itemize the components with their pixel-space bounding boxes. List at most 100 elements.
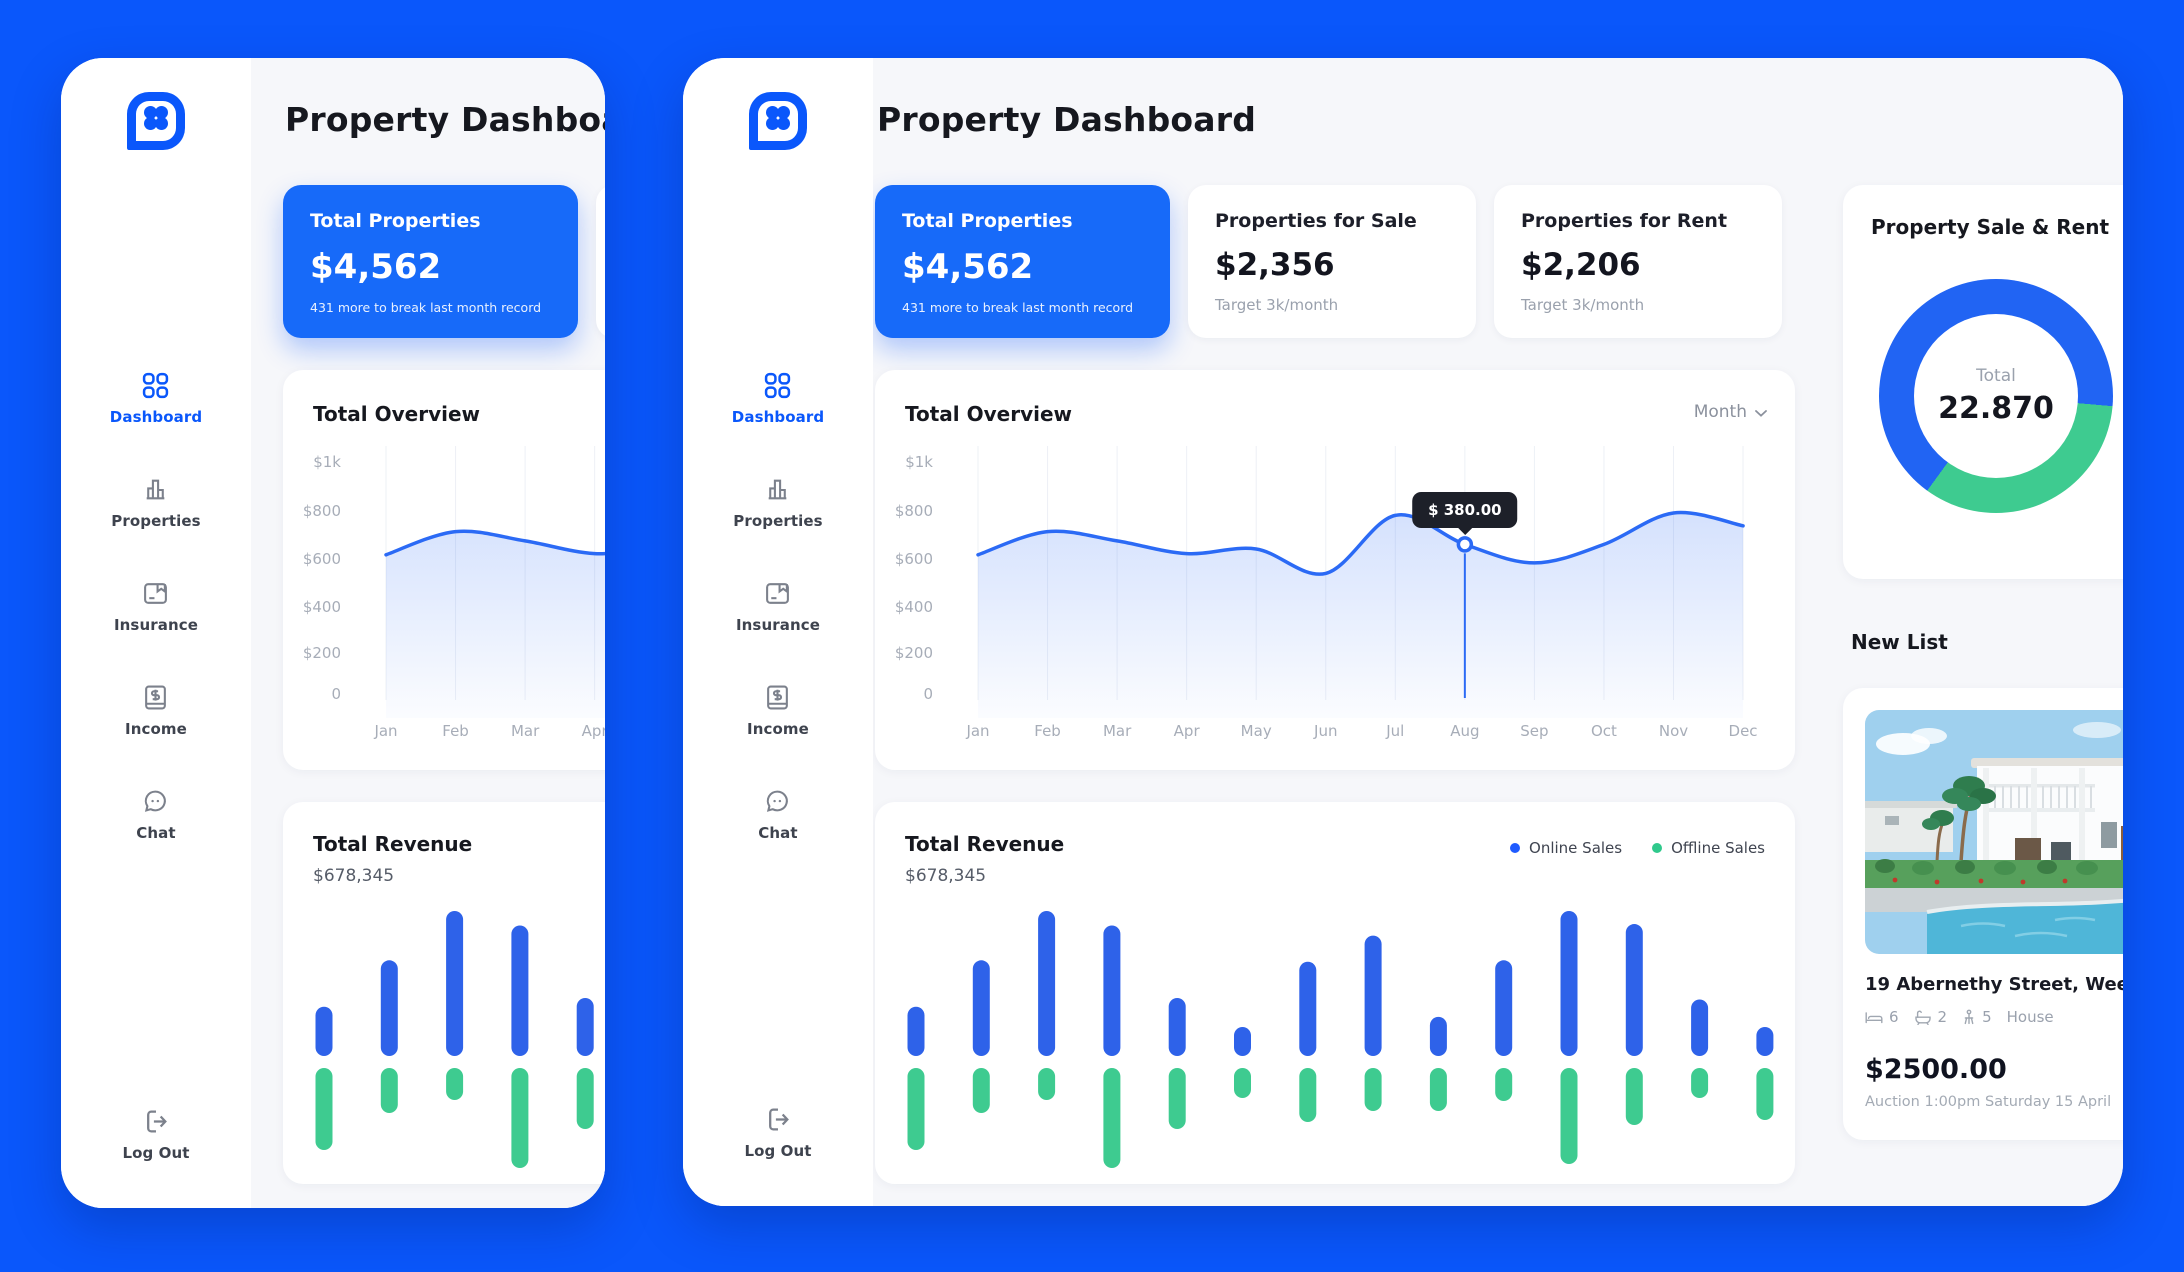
sidebar-item-income[interactable]: Income [110, 684, 202, 738]
bath-icon [1914, 1010, 1932, 1025]
sidebar-item-logout[interactable]: Log Out [122, 1108, 189, 1162]
page-title: Property Dashboard [285, 100, 605, 139]
legend-dot [1510, 843, 1521, 853]
sidebar-item-income[interactable]: Income [732, 684, 824, 738]
property-type: House [2006, 1008, 2054, 1026]
x-axis-label: May [1240, 722, 1272, 740]
sidebar-item-logout[interactable]: Log Out [744, 1106, 811, 1160]
stat-value: $2,206 [1521, 247, 1641, 283]
sidebar-item-properties[interactable]: Properties [110, 476, 202, 530]
new-list-title: New List [1851, 630, 1948, 654]
chart-tooltip: $ 380.00 [1412, 492, 1518, 529]
total-overview-card: Total Overview Month $1k$800$600$400$200… [283, 370, 605, 770]
property-photo [1865, 710, 2123, 954]
beds-count: 6 [1889, 1008, 1899, 1026]
stat-value: $2,356 [1215, 247, 1335, 283]
overview-line-chart [384, 446, 605, 718]
sidebar-item-chat[interactable]: Chat [732, 788, 824, 842]
logout-label: Log Out [122, 1144, 190, 1162]
revenue-total: $678,345 [313, 866, 395, 886]
logo-petal [766, 117, 779, 130]
x-axis-label: Aug [1450, 722, 1480, 740]
sidebar-item-properties[interactable]: Properties [732, 476, 824, 530]
sidebar-item-dashboard[interactable]: Dashboard [110, 372, 202, 426]
property-price: $2500.00 [1865, 1054, 2007, 1085]
logo-pin-shape [127, 92, 185, 150]
sidebar-item-label: Income [125, 720, 187, 738]
y-axis-label: $1k [905, 453, 933, 471]
legend-label: Online Sales [1529, 839, 1623, 857]
x-axis-label: Mar [1102, 722, 1132, 740]
overview-line-chart [976, 446, 1745, 718]
chat-icon [764, 788, 791, 815]
logout-icon [143, 1108, 170, 1135]
stat-note: Target 3k/month [1215, 296, 1339, 314]
baths-feature: 2 [1914, 1008, 1947, 1026]
stat-note: 431 more to break last month record [310, 300, 542, 315]
stat-title: Properties for Sale [1215, 210, 1417, 232]
main-content: Property Dashboard Total Properties $4,56… [251, 58, 605, 1208]
y-axis-label: 0 [923, 685, 933, 703]
logo-petal [777, 106, 790, 119]
y-axis-label: $800 [894, 502, 933, 520]
chevron-down-icon [1755, 402, 1767, 422]
sidebar-item-label: Insurance [113, 616, 198, 634]
income-icon [142, 684, 169, 711]
stats-row: Total Properties $4,562 431 more to break … [283, 185, 605, 338]
stat-title: Total Properties [310, 210, 481, 232]
legend-item: Offline Sales [1652, 839, 1765, 857]
total-overview-card: Total Overview Month $1k$800$600$400$200… [875, 370, 1795, 770]
sale-rent-title: Property Sale & Rent [1871, 215, 2110, 239]
sidebar-item-label: Dashboard [109, 408, 203, 426]
beds-feature: 6 [1865, 1008, 1899, 1026]
sidebar-item-label: Chat [758, 824, 798, 842]
capacity-count: 5 [1982, 1008, 1992, 1026]
property-features: 6 2 5 House [1865, 1008, 2123, 1026]
x-axis-label: Jul [1386, 722, 1405, 740]
sidebar-item-insurance[interactable]: Insurance [732, 580, 824, 634]
x-axis-label: Jan [374, 722, 398, 740]
month-filter-dropdown[interactable]: Month [1694, 402, 1767, 422]
overview-title: Total Overview [313, 402, 481, 426]
revenue-title: Total Revenue [313, 832, 473, 856]
insurance-icon [764, 580, 791, 607]
overview-title: Total Overview [905, 402, 1073, 426]
properties-icon [764, 476, 791, 503]
logout-label: Log Out [744, 1142, 812, 1160]
stat-value: $4,562 [310, 247, 442, 287]
capacity-feature: 5 [1962, 1008, 1992, 1026]
sidebar-item-chat[interactable]: Chat [110, 788, 202, 842]
sidebar-item-insurance[interactable]: Insurance [110, 580, 202, 634]
sidebar-item-label: Chat [136, 824, 176, 842]
x-axis-label: Apr [1173, 722, 1200, 740]
month-filter-label: Month [1693, 402, 1747, 422]
revenue-total: $678,345 [905, 866, 987, 886]
logo-petal [155, 106, 168, 119]
legend-dot [1652, 843, 1663, 853]
x-axis-label: Oct [1590, 722, 1617, 740]
donut-chart: Total 22.870 [1879, 279, 2113, 513]
logo-pin-shape [749, 92, 807, 150]
revenue-legend: Online Sales Offline Sales [1510, 839, 1765, 857]
legend-item: Online Sales [1510, 839, 1622, 857]
insurance-icon [142, 580, 169, 607]
chat-icon [142, 788, 169, 815]
income-icon [764, 684, 791, 711]
x-axis-label: Apr [581, 722, 605, 740]
x-axis-label: Mar [510, 722, 540, 740]
dashboard-panel-small: Dashboard Properties Insurance Income Chat L… [61, 58, 605, 1208]
x-axis-label: Jan [966, 722, 990, 740]
sidebar-item-label: Income [747, 720, 809, 738]
total-revenue-card: Total Revenue $678,345 Online SalesOffli… [283, 802, 605, 1184]
x-axis-label: Feb [442, 722, 469, 740]
stat-value: $4,562 [902, 247, 1034, 287]
sidebar-item-label: Insurance [735, 616, 820, 634]
stat-title: Total Properties [902, 210, 1073, 232]
overview-plot: $1k $800 $600 $400 $200 0 Jan Feb Mar Apr May Jun Ju… [875, 428, 1795, 770]
property-card[interactable]: 19 Abernethy Street, Weetan 6 2 5 House [1843, 688, 2123, 1140]
sidebar-item-label: Properties [111, 512, 201, 530]
sidebar-item-dashboard[interactable]: Dashboard [732, 372, 824, 426]
